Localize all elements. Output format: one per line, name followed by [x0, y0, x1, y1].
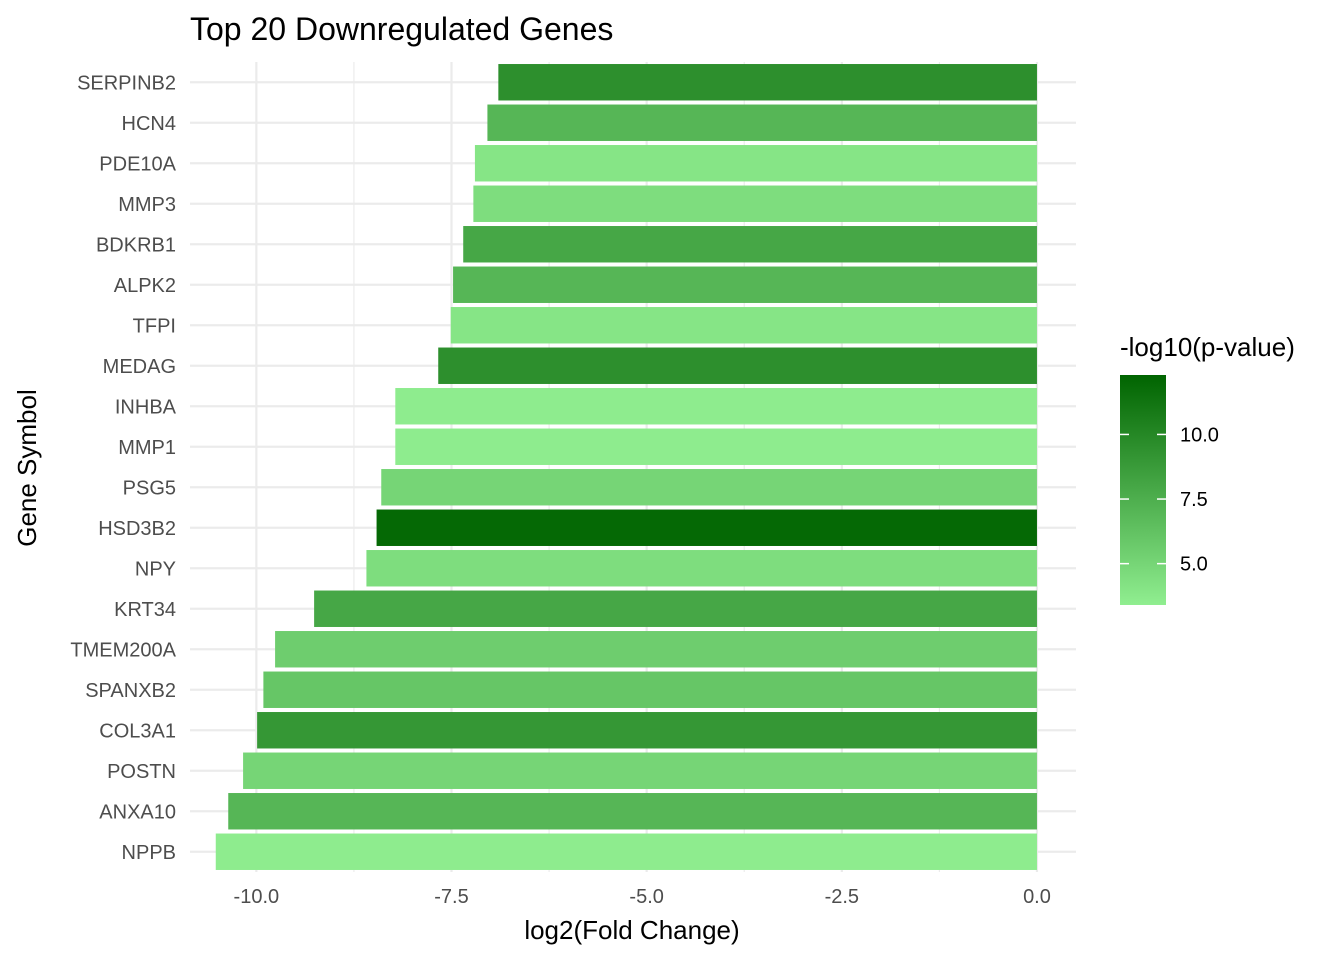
y-tick-label: POSTN: [107, 761, 176, 783]
y-tick-label: ANXA10: [99, 801, 176, 823]
bar-tmem200a: [275, 631, 1037, 668]
bar-alpk2: [453, 266, 1037, 303]
bar-krt34: [314, 590, 1037, 627]
bar-bdkrb1: [463, 226, 1037, 263]
legend-tick-label: 5.0: [1180, 554, 1208, 576]
y-tick-label: COL3A1: [99, 720, 176, 742]
bar-spanxb2: [263, 671, 1037, 708]
bar-col3a1: [257, 712, 1037, 749]
bar-medag: [438, 347, 1037, 384]
bar-nppb: [215, 833, 1037, 870]
bars: [215, 64, 1037, 870]
bar-inhba: [395, 388, 1037, 425]
legend-tick-label: 10.0: [1180, 424, 1219, 446]
y-tick-label: NPY: [135, 558, 176, 580]
y-tick-label: BDKRB1: [96, 234, 176, 256]
bar-pde10a: [474, 145, 1037, 182]
x-tick-label: -7.5: [434, 886, 468, 908]
bar-psg5: [381, 469, 1037, 506]
y-tick-label: TFPI: [133, 315, 176, 337]
y-tick-label: ALPK2: [114, 275, 176, 297]
y-tick-label: SERPINB2: [77, 72, 176, 94]
y-tick-label: INHBA: [115, 396, 177, 418]
y-tick-label: MEDAG: [103, 356, 176, 378]
y-tick-label: KRT34: [114, 599, 176, 621]
legend-ticks: 5.0 7.5 10.0: [1120, 424, 1219, 576]
y-tick-label: PSG5: [123, 477, 176, 499]
y-axis-tick-labels: SERPINB2 HCN4 PDE10A MMP3 BDKRB1 ALPK2 TFPI MED…: [70, 72, 176, 864]
bar-serpinb2: [498, 64, 1037, 101]
y-tick-label: HSD3B2: [98, 518, 176, 540]
bar-postn: [243, 752, 1037, 789]
y-tick-label: MMP3: [118, 194, 176, 216]
x-tick-label: -10.0: [234, 886, 280, 908]
bar-tfpi: [450, 307, 1037, 344]
y-tick-label: TMEM200A: [70, 639, 176, 661]
chart-title: Top 20 Downregulated Genes: [190, 11, 613, 47]
legend-colorbar: [1120, 375, 1166, 605]
x-axis-tick-labels: -10.0 -7.5 -5.0 -2.5 0.0: [234, 886, 1051, 908]
bar-hcn4: [487, 104, 1037, 141]
bar-anxa10: [228, 793, 1037, 830]
y-tick-label: MMP1: [118, 437, 176, 459]
grid-lines: [190, 62, 1076, 872]
x-tick-label: -5.0: [629, 886, 663, 908]
legend-tick-label: 7.5: [1180, 489, 1208, 511]
x-tick-label: 0.0: [1023, 886, 1051, 908]
y-tick-label: HCN4: [122, 113, 176, 135]
color-legend: -log10(p-value) 5.0 7.5 10.0: [1120, 332, 1295, 605]
x-tick-label: -2.5: [825, 886, 859, 908]
legend-title: -log10(p-value): [1120, 332, 1295, 362]
bar-hsd3b2: [376, 509, 1037, 546]
bar-mmp1: [395, 428, 1037, 465]
y-tick-label: NPPB: [122, 842, 176, 864]
bar-mmp3: [473, 185, 1037, 222]
y-axis-title: Gene Symbol: [12, 389, 42, 547]
y-tick-label: SPANXB2: [85, 680, 176, 702]
bar-npy: [366, 550, 1037, 587]
x-axis-title: log2(Fold Change): [524, 915, 739, 945]
y-tick-label: PDE10A: [99, 153, 176, 175]
